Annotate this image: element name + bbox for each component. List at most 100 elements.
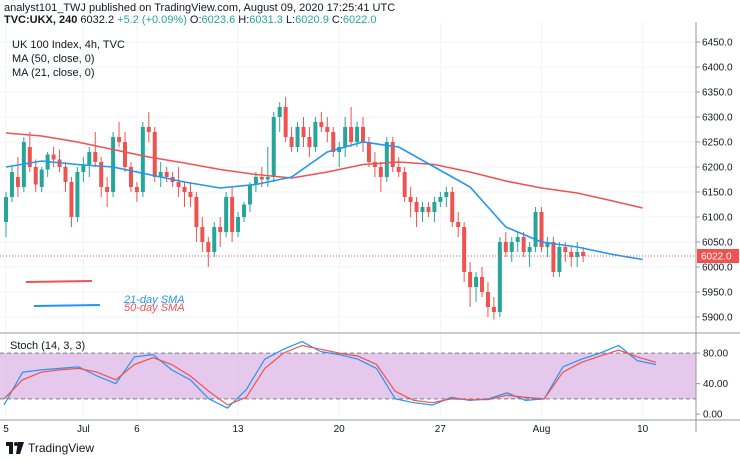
candle-body xyxy=(230,197,235,232)
candle-body xyxy=(545,242,550,247)
legend-ma21: MA (21, close, 0) xyxy=(12,67,95,79)
stoch-tick-label: 0.00 xyxy=(703,410,723,421)
candle-body xyxy=(236,217,241,232)
candle-body xyxy=(4,197,8,222)
symbol-label: TVC:UKX, 240 xyxy=(4,14,78,26)
candle-body xyxy=(450,192,455,222)
ma21-line xyxy=(5,141,643,261)
chart-header: analyst101_TWJ published on TradingView.… xyxy=(4,2,395,26)
candle-body xyxy=(319,122,324,127)
sma21-annotation: 21-day SMA xyxy=(123,294,185,306)
candle-body xyxy=(355,127,360,142)
candle-body xyxy=(134,187,139,192)
candle-body xyxy=(158,172,163,177)
candle-body xyxy=(212,227,217,252)
candle-body xyxy=(247,184,252,205)
candle-body xyxy=(182,187,187,192)
candle-body xyxy=(575,252,580,257)
candle-body xyxy=(301,127,306,137)
candle-body xyxy=(527,247,532,252)
candle-body xyxy=(432,202,437,212)
candle-body xyxy=(509,242,514,252)
candle-body xyxy=(307,137,312,147)
candle-body xyxy=(242,204,246,217)
open-value: 6023.6 xyxy=(201,14,236,26)
candle-body xyxy=(99,162,104,187)
time-tick-label: 5 xyxy=(3,424,9,435)
candles xyxy=(4,97,586,320)
candle-body xyxy=(111,137,116,192)
candle-body xyxy=(200,227,205,242)
tradingview-logo-icon xyxy=(6,442,24,454)
candle-body xyxy=(15,177,20,187)
candle-body xyxy=(426,207,431,212)
candle-body xyxy=(456,222,461,227)
time-tick-label: Aug xyxy=(533,424,551,435)
candle-body xyxy=(378,167,383,177)
candle-body xyxy=(218,227,223,232)
candle-body xyxy=(414,202,419,212)
legend-title: UK 100 Index, 4h, TVC xyxy=(12,39,125,51)
candle-body xyxy=(27,147,32,167)
last-price: 6032.2 xyxy=(80,14,115,26)
candle-body xyxy=(313,122,318,147)
candle-body xyxy=(81,164,86,172)
stoch-band xyxy=(0,353,696,399)
candle-body xyxy=(87,152,92,165)
candle-body xyxy=(105,187,110,192)
candle-body xyxy=(438,197,443,202)
candle-body xyxy=(503,242,508,252)
candle-body xyxy=(497,242,502,312)
ma50-line xyxy=(5,132,643,209)
time-tick-label: Jul xyxy=(77,424,90,435)
price-tick-label: 5950.0 xyxy=(702,288,733,299)
time-tick-label: 10 xyxy=(637,424,649,435)
candle-body xyxy=(468,272,473,287)
candle-body xyxy=(396,167,401,172)
candle-body xyxy=(343,127,348,147)
publisher-line: analyst101_TWJ published on TradingView.… xyxy=(4,2,396,14)
candle-body xyxy=(569,252,574,257)
close-label: C: xyxy=(331,14,343,26)
candle-body xyxy=(331,132,336,152)
candle-body xyxy=(349,127,354,142)
candle-body xyxy=(337,147,342,152)
candle-body xyxy=(521,237,526,252)
candle-body xyxy=(69,182,74,217)
last-price-label: 6022.0 xyxy=(701,252,732,263)
stoch-band-lines xyxy=(0,352,696,400)
price-tick-label: 6300.0 xyxy=(702,113,733,124)
axes: 5900.05950.06000.06050.06100.06150.06200… xyxy=(0,22,740,435)
high-label: H: xyxy=(238,14,250,26)
candle-body xyxy=(39,169,44,187)
high-value: 6031.3 xyxy=(249,14,283,26)
moving-averages xyxy=(5,132,643,261)
price-tick-label: 6350.0 xyxy=(702,88,733,99)
legend-stoch: Stoch (14, 3, 3) xyxy=(10,340,85,352)
sma50-annotation-line xyxy=(25,280,93,283)
candle-body xyxy=(271,117,276,177)
open-label: O: xyxy=(189,14,202,26)
footer-brand: TradingView xyxy=(28,441,95,455)
candle-body xyxy=(9,172,14,197)
price-tick-label: 6250.0 xyxy=(702,138,733,149)
price-tick-label: 6200.0 xyxy=(702,163,733,174)
candle-body xyxy=(140,127,145,192)
candle-body xyxy=(361,127,365,142)
candle-body xyxy=(420,207,425,212)
price-tick-label: 5900.0 xyxy=(702,313,733,324)
ohlc-line: TVC:UKX, 240 6032.2 +5.2 (+0.09%) O:6023… xyxy=(4,14,395,26)
price-tick-label: 6400.0 xyxy=(702,63,733,74)
footer: TradingView xyxy=(6,441,94,455)
candle-body xyxy=(581,252,586,256)
stoch-d-line xyxy=(3,344,657,406)
candle-body xyxy=(533,212,538,247)
sma50-annotation: 50-day SMA xyxy=(124,302,185,314)
candle-body xyxy=(283,107,288,137)
candle-body xyxy=(206,242,211,252)
candle-body xyxy=(265,177,270,180)
candle-body xyxy=(444,192,449,197)
candle-body xyxy=(188,192,193,197)
sma21-annotation-line xyxy=(33,304,101,307)
